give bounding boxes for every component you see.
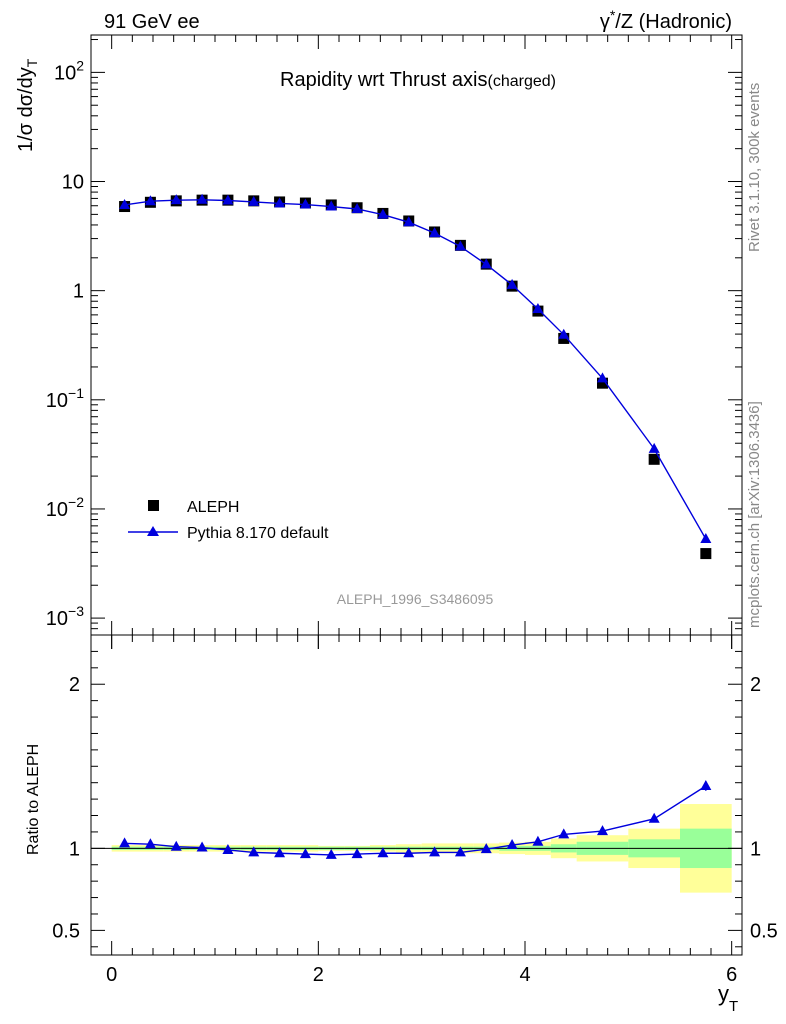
x-axis-ticks: 0 2 4 6 [90, 35, 737, 986]
pythia-point-0 [119, 198, 131, 209]
pythia-point-1 [144, 195, 156, 206]
ratio-point-7 [299, 848, 311, 859]
xtick-label-2: 4 [519, 964, 530, 986]
pythia-line [124, 199, 707, 540]
ratio-series-group [119, 779, 712, 859]
aleph-point-20 [700, 548, 712, 560]
pythia-point-17 [558, 328, 570, 339]
ratio-point-16 [532, 835, 544, 846]
ratio-ytick-label-right-2: 2 [750, 674, 761, 696]
ratio-ytick-label-left-0: 0.5 [52, 920, 80, 942]
ratio-axis-label: Ratio to ALEPH [25, 744, 42, 855]
xtick-label-1: 2 [313, 964, 324, 986]
pythia-point-6 [274, 197, 286, 208]
ratio-point-6 [274, 847, 286, 858]
ratio-ytick-label-left-2: 2 [69, 674, 80, 696]
ratio-point-15 [506, 839, 518, 850]
pythia-point-8 [325, 200, 337, 211]
rivet-version-label: Rivet 3.1.10, 300k events [746, 83, 763, 252]
main-ytick-label-0: 102 [54, 57, 84, 84]
main-plot-frame [90, 34, 743, 636]
ratio-point-2 [170, 840, 182, 851]
legend-data-marker [148, 500, 159, 511]
ratio-point-20 [700, 779, 712, 790]
main-ytick-label-1: 10 [62, 172, 84, 194]
analysis-reference: ALEPH_1996_S3486095 [337, 591, 494, 607]
ratio-point-12 [429, 846, 441, 857]
header-left-label: 91 GeV ee [104, 11, 200, 33]
pythia-point-5 [248, 195, 260, 206]
ratio-point-17 [558, 828, 570, 839]
header-right-label: γ*/Z (Hadronic) [600, 7, 732, 33]
main-ytick-label-2: 1 [73, 281, 84, 303]
x-axis-label: yT [718, 981, 738, 1015]
pythia-point-14 [480, 258, 492, 269]
main-ytick-label-4: 10−2 [46, 494, 84, 521]
pythia-point-3 [196, 193, 208, 204]
legend-data-label: ALEPH [187, 499, 239, 516]
ratio-point-5 [248, 846, 260, 857]
pythia-point-12 [429, 227, 441, 238]
ratio-point-8 [325, 848, 337, 859]
ratio-point-4 [222, 843, 234, 854]
pythia-point-9 [351, 203, 363, 214]
legend-mc-marker [147, 526, 159, 536]
pythia-point-20 [700, 533, 712, 544]
main-ytick-label-5: 10−3 [46, 603, 84, 630]
pythia-point-11 [403, 216, 415, 227]
main-axis-ticks: 102 10 1 10−1 10−2 10−3 [46, 39, 742, 636]
xtick-label-0: 0 [106, 964, 117, 986]
ratio-plot-frame [90, 634, 743, 956]
main-series-group [119, 193, 712, 560]
ratio-point-10 [377, 847, 389, 858]
pythia-point-4 [222, 194, 234, 205]
ratio-point-18 [597, 825, 608, 836]
ratio-point-1 [144, 838, 156, 849]
pythia-point-10 [377, 208, 389, 219]
legend-mc-label: Pythia 8.170 default [187, 525, 329, 542]
main-ytick-label-3: 10−1 [46, 385, 84, 412]
pythia-point-16 [532, 302, 544, 313]
pythia-point-18 [597, 372, 608, 383]
xtick-label-3: 6 [726, 964, 737, 986]
y-axis-label: 1/σ dσ/dyT [15, 58, 40, 152]
pythia-point-13 [454, 240, 466, 251]
ratio-point-19 [648, 812, 660, 823]
pythia-point-7 [299, 198, 311, 209]
ratio-point-14 [480, 843, 492, 854]
ratio-point-13 [454, 846, 466, 857]
pythia-point-15 [506, 278, 518, 289]
mcplots-reference-label: mcplots.cern.ch [arXiv:1306.3436] [746, 401, 763, 628]
ratio-point-3 [196, 841, 208, 852]
ratio-point-11 [403, 847, 415, 858]
aleph-point-19 [648, 453, 660, 465]
pythia-point-19 [648, 442, 660, 453]
ratio-ytick-label-left-1: 1 [69, 838, 80, 860]
ratio-ytick-label-right-0: 0.5 [750, 920, 778, 942]
ratio-ytick-label-right-1: 1 [750, 838, 761, 860]
aleph-point-18 [597, 377, 608, 389]
pythia-point-2 [170, 194, 182, 205]
ratio-uncertainty-bands [91, 804, 742, 893]
ratio-point-0 [119, 837, 131, 848]
ratio-axis-ticks: 0.5 0.5 1 1 2 2 [52, 650, 778, 948]
plot-title: Rapidity wrt Thrust axis(charged) [280, 69, 556, 91]
ratio-point-9 [351, 848, 363, 859]
